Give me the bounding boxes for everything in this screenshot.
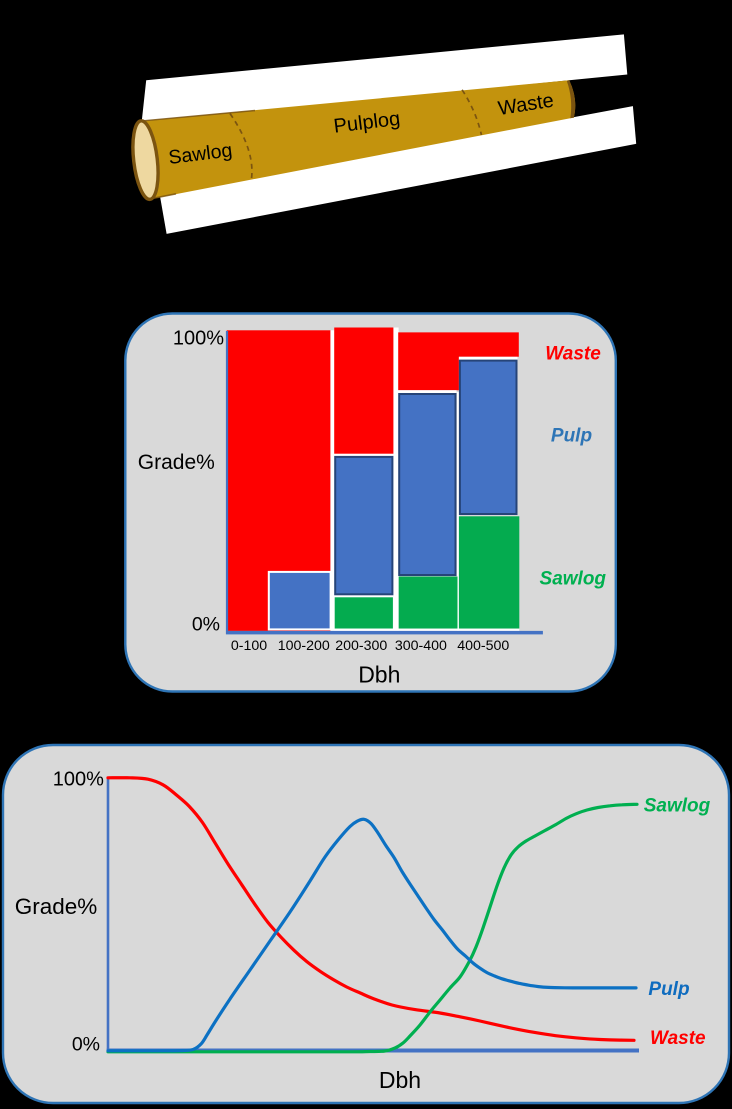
svg-text:Sawlog: Sawlog	[644, 795, 711, 816]
svg-text:400-500: 400-500	[457, 638, 509, 654]
svg-text:100%: 100%	[53, 769, 104, 791]
svg-text:Pulp: Pulp	[551, 426, 592, 447]
svg-text:100-200: 100-200	[278, 638, 330, 654]
svg-text:100%: 100%	[173, 327, 224, 349]
svg-text:0%: 0%	[192, 614, 220, 636]
svg-text:0-100: 0-100	[231, 638, 267, 654]
svg-text:Waste: Waste	[650, 1028, 706, 1049]
svg-text:Sawlog: Sawlog	[540, 569, 607, 590]
svg-text:Waste: Waste	[545, 344, 601, 365]
svg-text:Grade%: Grade%	[138, 451, 215, 474]
svg-text:Pulp: Pulp	[648, 979, 689, 1000]
svg-text:Dbh: Dbh	[358, 661, 400, 687]
svg-text:200-300: 200-300	[335, 638, 387, 654]
svg-text:0%: 0%	[72, 1034, 100, 1056]
svg-text:Grade%: Grade%	[15, 894, 98, 919]
svg-text:Dbh: Dbh	[379, 1067, 421, 1093]
svg-text:300-400: 300-400	[395, 638, 447, 654]
